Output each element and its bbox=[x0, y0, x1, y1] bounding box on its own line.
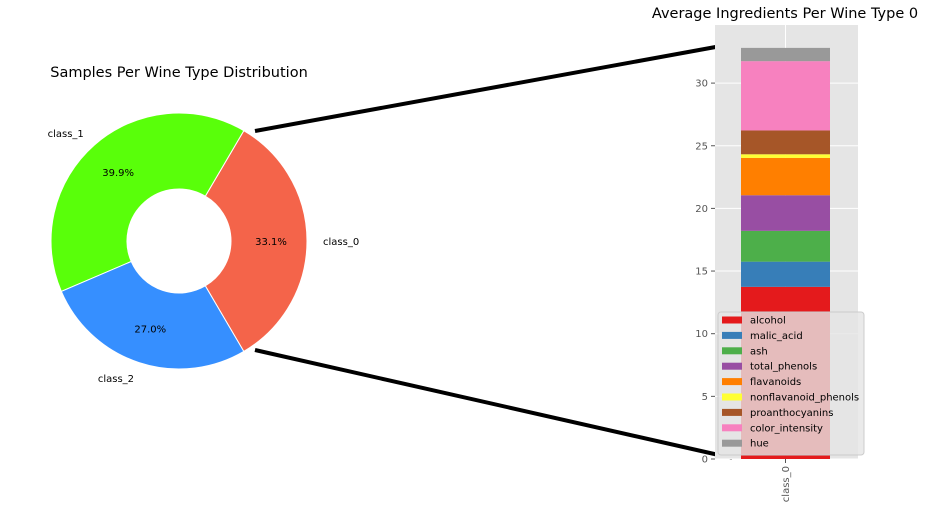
legend-box bbox=[717, 311, 865, 456]
bar-segment-hue bbox=[741, 47, 830, 62]
bar-segment-proanthocyanins bbox=[741, 130, 830, 155]
bar-chart: Average Ingredients Per Wine Type 0 0 5 10… bbox=[652, 6, 918, 502]
bar-segment-color_intensity bbox=[741, 61, 830, 131]
legend-swatch bbox=[722, 424, 742, 432]
pie-percent-label: 33.1% bbox=[255, 237, 287, 248]
y-tick-label: 15 bbox=[695, 267, 708, 278]
y-tick-label: 20 bbox=[695, 204, 708, 215]
legend-swatch bbox=[722, 316, 742, 324]
bar-chart-title: Average Ingredients Per Wine Type 0 bbox=[652, 6, 918, 22]
pie-chart: Samples Per Wine Type Distribution 33.1%… bbox=[48, 65, 360, 385]
legend-label: alcohol bbox=[750, 316, 786, 327]
pie-percent-label: 27.0% bbox=[134, 324, 166, 335]
pie-category-label: class_0 bbox=[323, 237, 359, 248]
legend-label: total_phenols bbox=[750, 362, 817, 373]
pie-slice-class_0 bbox=[204, 129, 308, 353]
legend-swatch bbox=[722, 378, 742, 386]
y-tick-label: 30 bbox=[695, 79, 708, 90]
y-axis-ticks: 0 5 10 15 20 25 30 bbox=[695, 79, 715, 466]
legend-swatch bbox=[722, 347, 742, 355]
bar-segment-flavanoids bbox=[741, 157, 830, 196]
legend-label: hue bbox=[750, 439, 769, 450]
y-tick-label: 5 bbox=[702, 392, 708, 403]
pie-percent-label: 39.9% bbox=[102, 168, 134, 179]
x-tick-label: class_0 bbox=[781, 466, 792, 502]
legend-label: color_intensity bbox=[750, 423, 823, 434]
legend-label: proanthocyanins bbox=[750, 408, 833, 419]
legend-label: nonflavanoid_phenols bbox=[750, 393, 859, 404]
pie-category-label: class_2 bbox=[98, 374, 134, 385]
pie-chart-title: Samples Per Wine Type Distribution bbox=[50, 65, 308, 81]
legend-swatch bbox=[722, 439, 742, 447]
connector-line-bottom bbox=[254, 348, 733, 460]
pie-slices bbox=[50, 112, 308, 370]
legend-label: flavanoids bbox=[750, 377, 801, 388]
legend-label: malic_acid bbox=[750, 331, 803, 342]
pie-slice-class_2 bbox=[60, 260, 245, 370]
legend-swatch bbox=[722, 331, 742, 339]
pie-category-label: class_1 bbox=[48, 129, 84, 140]
bar-segment-malic_acid bbox=[741, 261, 830, 287]
legend-label: ash bbox=[750, 346, 768, 357]
connector-line-top bbox=[254, 42, 733, 133]
pie-slice-class_1 bbox=[50, 112, 245, 293]
bar-segment-nonflavanoid_phenols bbox=[741, 154, 830, 158]
legend-swatch bbox=[722, 408, 742, 416]
pie-labels: 33.1% class_0 39.9% class_1 27.0% class_2 bbox=[48, 129, 360, 385]
legend-swatch bbox=[722, 362, 742, 370]
legend-swatch bbox=[722, 393, 742, 401]
y-tick-label: 10 bbox=[695, 329, 708, 340]
bar-segment-ash bbox=[741, 230, 830, 262]
y-tick-label: 0 bbox=[702, 455, 708, 466]
y-tick-label: 25 bbox=[695, 141, 708, 152]
bar-segment-total_phenols bbox=[741, 195, 830, 231]
x-axis-ticks: class_0 bbox=[781, 459, 792, 502]
